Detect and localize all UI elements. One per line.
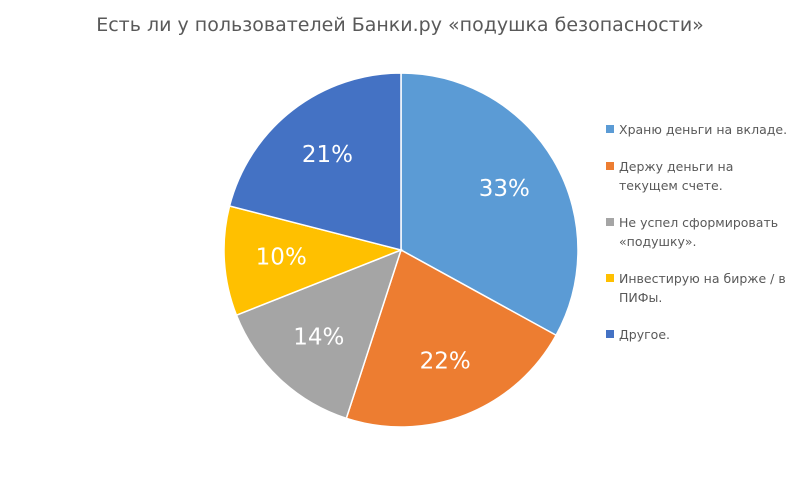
pie-slice-3: [235, 248, 403, 420]
legend-label-1: Храню деньги на вкладе.: [619, 122, 788, 137]
pie-slice-1: [400, 72, 579, 337]
legend-swatch-4: [606, 274, 614, 282]
legend-item-4: Инвестирую на бирже / в ПИФы.: [606, 269, 796, 307]
legend-label-2: Держу деньги на текущем счете.: [619, 159, 734, 193]
legend-item-1: Храню деньги на вкладе.: [606, 120, 796, 139]
legend-label-4: Инвестирую на бирже / в ПИФы.: [619, 271, 786, 305]
legend-item-3: Не успел сформировать «подушку».: [606, 213, 796, 251]
legend: Храню деньги на вкладе. Держу деньги на т…: [606, 120, 796, 362]
legend-swatch-2: [606, 162, 614, 170]
slice-label-4: 10%: [256, 245, 307, 271]
pie-slice-2: [345, 248, 558, 428]
legend-item-5: Другое.: [606, 325, 796, 344]
legend-item-2: Держу деньги на текущем счете.: [606, 157, 796, 195]
legend-swatch-1: [606, 125, 614, 133]
legend-label-3: Не успел сформировать «подушку».: [619, 215, 779, 249]
slice-label-1: 33%: [479, 176, 530, 202]
legend-swatch-5: [606, 330, 614, 338]
slice-label-5: 21%: [302, 142, 353, 168]
slice-label-3: 14%: [293, 324, 344, 350]
chart-title: Есть ли у пользователей Банки.ру «подушк…: [96, 14, 704, 36]
pie-slice-4: [223, 205, 404, 317]
slice-label-2: 22%: [420, 349, 471, 375]
pie-slice-5: [228, 72, 402, 251]
legend-swatch-3: [606, 218, 614, 226]
legend-label-5: Другое.: [619, 327, 670, 342]
